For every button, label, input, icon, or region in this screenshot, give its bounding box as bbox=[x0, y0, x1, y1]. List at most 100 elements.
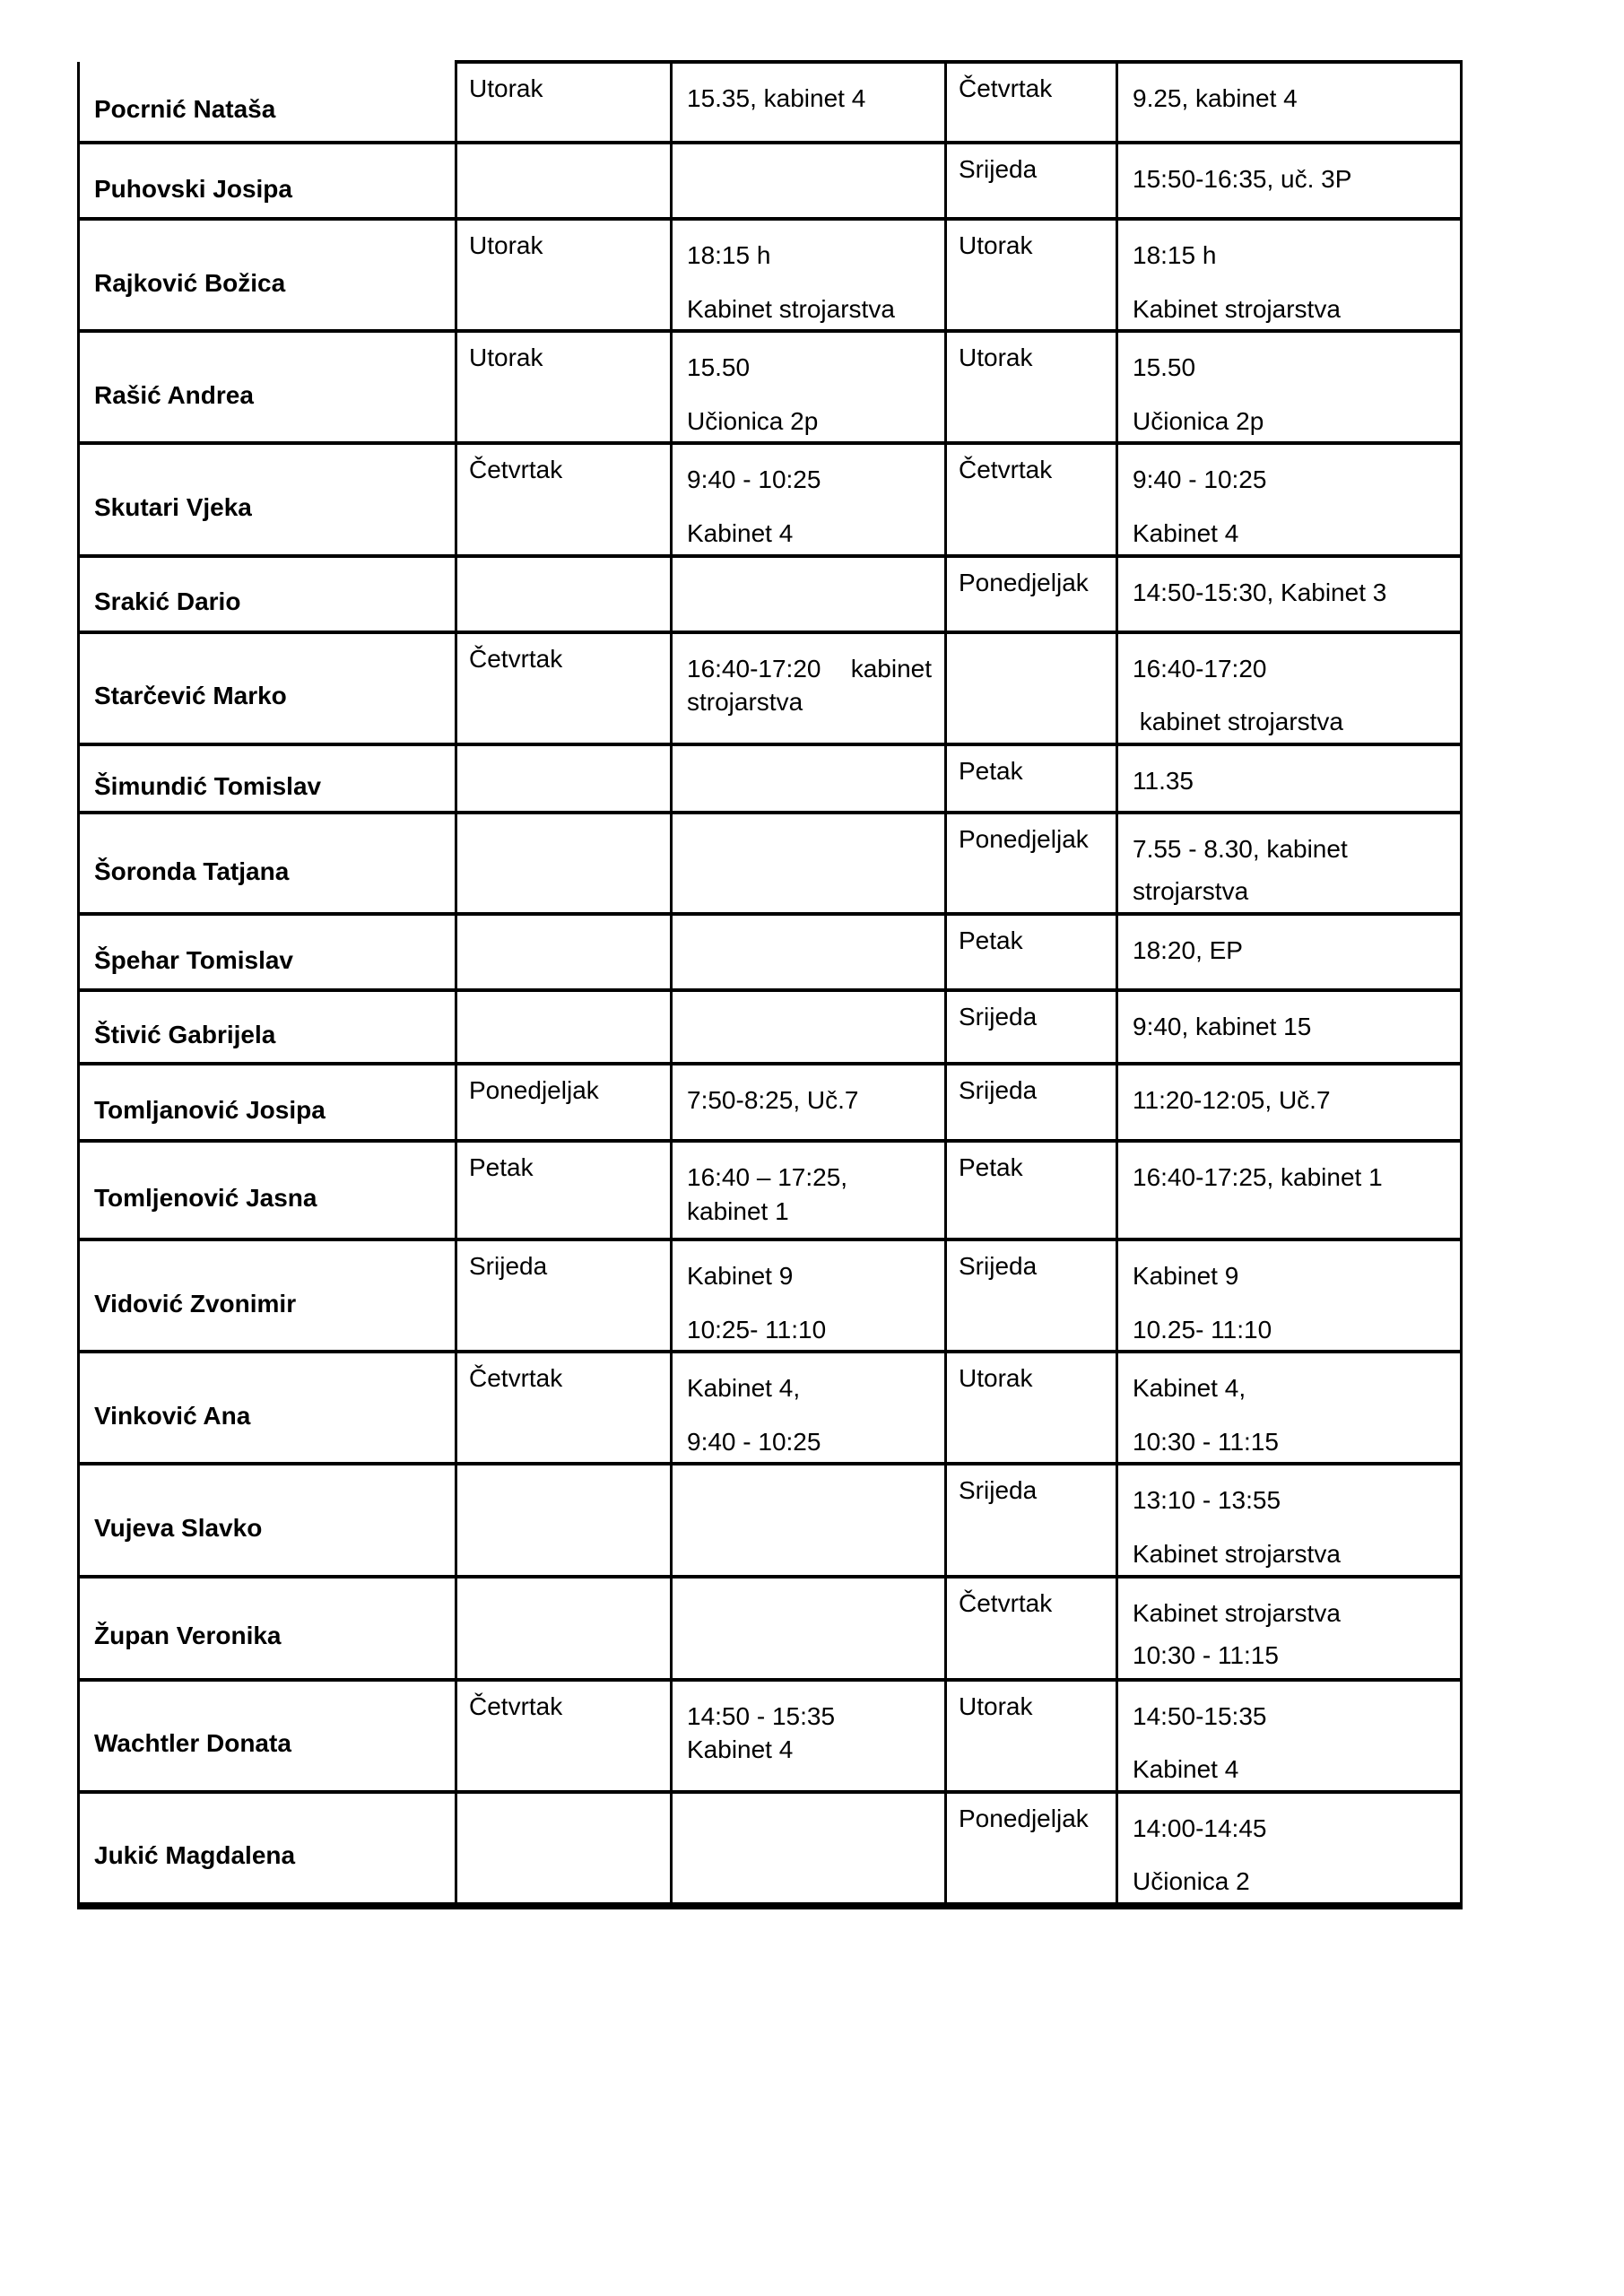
day-cell bbox=[455, 911, 673, 992]
day-cell: Utorak bbox=[944, 1350, 1118, 1466]
table-row: Jukić Magdalena Ponedjeljak 14:00-14:45 … bbox=[77, 1789, 1463, 1909]
schedule-line: 10.25- 11:10 bbox=[1133, 1315, 1272, 1344]
day-cell: Utorak bbox=[455, 60, 673, 144]
time-cell: 16:40-17:25, kabinet 1 bbox=[1116, 1138, 1463, 1241]
time-cell: 16:40-17:20 kabinet strojarstva bbox=[670, 630, 947, 746]
table-row: Wachtler Donata Četvrtak 14:50 - 15:35 K… bbox=[77, 1677, 1463, 1794]
schedule-line: Kabinet 4 bbox=[1133, 1755, 1239, 1784]
time-cell: 14:00-14:45 Učionica 2 bbox=[1116, 1789, 1463, 1909]
time-cell: 15.35, kabinet 4 bbox=[670, 60, 947, 144]
time-cell: 11:20-12:05, Uč.7 bbox=[1116, 1061, 1463, 1143]
time-cell: Kabinet 4, 9:40 - 10:25 bbox=[670, 1350, 947, 1466]
day-cell bbox=[455, 810, 673, 916]
time-cell bbox=[670, 810, 947, 916]
day-label: Četvrtak bbox=[959, 456, 1053, 484]
schedule-line: 9:40 - 10:25 bbox=[687, 1427, 821, 1456]
time-cell bbox=[670, 553, 947, 634]
time-cell: 14:50-15:35 Kabinet 4 bbox=[1116, 1677, 1463, 1794]
day-label: Četvrtak bbox=[959, 1588, 1053, 1617]
day-cell: Ponedjeljak bbox=[944, 810, 1118, 916]
table-row: Srakić Dario Ponedjeljak 14:50-15:30, Ka… bbox=[77, 553, 1463, 634]
table-row: Rajković Božica Utorak 18:15 h Kabinet s… bbox=[77, 216, 1463, 334]
teacher-name-cell: Tomljanović Josipa bbox=[77, 1061, 457, 1143]
schedule-line: 14:50 - 15:35 bbox=[687, 1701, 836, 1730]
teacher-name-cell: Župan Veronika bbox=[77, 1574, 457, 1682]
teacher-name-cell: Srakić Dario bbox=[77, 553, 457, 634]
time-cell: 7:50-8:25, Uč.7 bbox=[670, 1061, 947, 1143]
schedule-line: 10:30 - 11:15 bbox=[1133, 1641, 1279, 1670]
schedule-line: Učionica 2p bbox=[1133, 406, 1264, 435]
day-cell: Petak bbox=[455, 1138, 673, 1241]
schedule-line: 16:40-17:25, kabinet 1 bbox=[1133, 1162, 1383, 1191]
teacher-name-cell: Vujeva Slavko bbox=[77, 1462, 457, 1578]
schedule-line: kabinet strojarstva bbox=[1133, 708, 1343, 736]
day-label: Utorak bbox=[469, 74, 543, 102]
day-label: Četvrtak bbox=[959, 74, 1053, 102]
day-cell: Četvrtak bbox=[455, 441, 673, 558]
schedule-line: 10:25- 11:10 bbox=[687, 1315, 827, 1344]
day-label: Utorak bbox=[959, 344, 1033, 372]
teacher-name-cell: Pocrnić Nataša bbox=[77, 62, 457, 144]
teacher-name: Tomljanović Josipa bbox=[94, 1096, 326, 1125]
table-row: Špehar Tomislav Petak 18:20, EP bbox=[77, 911, 1463, 992]
table-row: Tomljanović Josipa Ponedjeljak 7:50-8:25… bbox=[77, 1061, 1463, 1143]
day-cell: Četvrtak bbox=[944, 441, 1118, 558]
time-cell: 15.50 Učionica 2p bbox=[1116, 329, 1463, 446]
teacher-name: Rašić Andrea bbox=[94, 380, 254, 409]
schedule-line: strojarstva bbox=[687, 688, 803, 717]
day-label: Petak bbox=[469, 1152, 534, 1181]
schedule-line: 15.50 bbox=[1133, 353, 1196, 382]
teacher-name-cell: Špehar Tomislav bbox=[77, 911, 457, 992]
schedule-line: 14:00-14:45 bbox=[1133, 1813, 1267, 1842]
time-cell: 9.25, kabinet 4 bbox=[1116, 60, 1463, 144]
teacher-name: Pocrnić Nataša bbox=[94, 95, 276, 124]
time-cell bbox=[670, 141, 947, 221]
day-cell: Srijeda bbox=[944, 1237, 1118, 1354]
day-cell bbox=[455, 1462, 673, 1578]
table-row: Puhovski Josipa Srijeda 15:50-16:35, uč.… bbox=[77, 141, 1463, 221]
schedule-line: 11:20-12:05, Uč.7 bbox=[1133, 1085, 1331, 1114]
time-cell bbox=[670, 1462, 947, 1578]
teacher-name-cell: Tomljenović Jasna bbox=[77, 1138, 457, 1241]
day-label: Srijeda bbox=[959, 1251, 1038, 1280]
teacher-name-cell: Skutari Vjeka bbox=[77, 441, 457, 558]
time-cell: 9:40 - 10:25 Kabinet 4 bbox=[1116, 441, 1463, 558]
schedule-line: Kabinet 4 bbox=[687, 518, 794, 547]
day-label: Srijeda bbox=[469, 1251, 548, 1280]
teacher-name: Šimundić Tomislav bbox=[94, 771, 322, 800]
schedule-line: Kabinet 4 bbox=[1133, 518, 1239, 547]
schedule-line: Učionica 2p bbox=[687, 406, 819, 435]
schedule-line: 7:50-8:25, Uč.7 bbox=[687, 1085, 859, 1114]
day-cell bbox=[455, 742, 673, 814]
schedule-line: Kabinet strojarstva bbox=[1133, 1539, 1341, 1568]
day-label: Petak bbox=[959, 1152, 1023, 1181]
schedule-line: 15:50-16:35, uč. 3P bbox=[1133, 165, 1352, 193]
day-cell: Petak bbox=[944, 911, 1118, 992]
schedule-line: 18:15 h bbox=[687, 241, 771, 269]
day-cell: Utorak bbox=[944, 329, 1118, 446]
table-row: Vidović Zvonimir Srijeda Kabinet 9 10:25… bbox=[77, 1237, 1463, 1354]
day-cell bbox=[944, 630, 1118, 746]
time-part: 16:40-17:20 bbox=[687, 654, 821, 683]
day-label: Petak bbox=[959, 926, 1023, 954]
time-part: kabinet bbox=[850, 654, 932, 683]
teacher-name: Tomljenović Jasna bbox=[94, 1184, 317, 1213]
schedule-line: Kabinet 4, bbox=[1133, 1374, 1246, 1403]
schedule-line: Kabinet strojarstva bbox=[687, 294, 895, 323]
schedule-line: 9:40 - 10:25 bbox=[1133, 465, 1267, 494]
time-cell: Kabinet 9 10.25- 11:10 bbox=[1116, 1237, 1463, 1354]
time-cell: 14:50-15:30, Kabinet 3 bbox=[1116, 553, 1463, 634]
schedule-line: 15.50 bbox=[687, 353, 751, 382]
time-cell: 13:10 - 13:55 Kabinet strojarstva bbox=[1116, 1462, 1463, 1578]
time-cell: Kabinet 4, 10:30 - 11:15 bbox=[1116, 1350, 1463, 1466]
day-cell: Ponedjeljak bbox=[455, 1061, 673, 1143]
schedule-line: 10:30 - 11:15 bbox=[1133, 1427, 1279, 1456]
day-label: Ponedjeljak bbox=[959, 568, 1089, 596]
teacher-name-cell: Rajković Božica bbox=[77, 216, 457, 334]
day-label: Ponedjeljak bbox=[959, 824, 1089, 853]
time-cell bbox=[670, 1789, 947, 1909]
teacher-name: Vinković Ana bbox=[94, 1401, 251, 1430]
teacher-name-cell: Wachtler Donata bbox=[77, 1677, 457, 1794]
teacher-name: Vidović Zvonimir bbox=[94, 1289, 297, 1318]
